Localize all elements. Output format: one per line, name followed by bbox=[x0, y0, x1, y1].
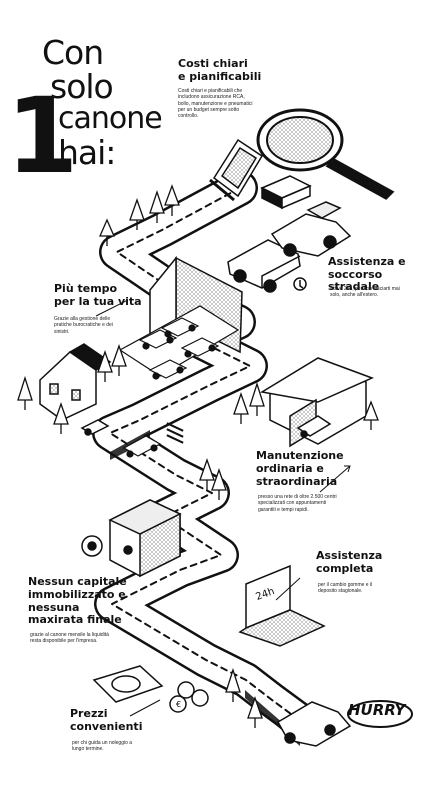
section-body: presso una rete di oltre 2.500 centri sp… bbox=[258, 494, 337, 513]
section-title-l1: Manutenzione bbox=[256, 449, 344, 462]
section-title-l1: Prezzi bbox=[70, 707, 108, 720]
brand-logo: HURRY bbox=[348, 701, 406, 719]
section-title-l2: convenienti bbox=[70, 720, 143, 733]
trees-garage bbox=[233, 381, 379, 430]
section-title-l1: Assistenza bbox=[316, 549, 383, 562]
section-title-l1: Nessun capitale bbox=[28, 575, 127, 588]
final-car bbox=[276, 701, 352, 747]
section-body: grazie al canone mensile la liquidità re… bbox=[30, 632, 109, 645]
section-title-l2: e pianificabili bbox=[178, 70, 262, 83]
house-icon bbox=[39, 343, 112, 436]
svg-text:€: € bbox=[176, 700, 181, 709]
garage-icon bbox=[259, 357, 374, 448]
brand-oval bbox=[347, 700, 413, 728]
hero-line-1: Con bbox=[42, 33, 104, 72]
section-title-l1: Più tempo bbox=[54, 282, 118, 295]
road-car-1 bbox=[122, 435, 162, 458]
section-title-l1: Assistenza e bbox=[328, 255, 406, 268]
parked-cars bbox=[118, 305, 240, 380]
section-title-l2: immobilizzato e bbox=[28, 588, 126, 601]
section-title-l1: Costi chiari bbox=[178, 57, 248, 70]
hero-line-4: hai: bbox=[58, 133, 116, 172]
section-body: per chi guida un noleggio a lungo termin… bbox=[72, 740, 133, 753]
tow-truck bbox=[227, 201, 352, 293]
section-body: Attivo 24h, per non lasciarti mai solo, … bbox=[330, 286, 400, 299]
trees-bottom bbox=[199, 458, 263, 728]
laptop-icon bbox=[238, 564, 326, 647]
section-title-l2: soccorso stradale bbox=[328, 268, 383, 293]
money-icon: € bbox=[92, 665, 209, 713]
safe-icon bbox=[81, 499, 182, 578]
section-body: Grazie alla gestione delle pratiche buro… bbox=[54, 316, 113, 335]
hero-line-2: solo bbox=[50, 67, 114, 106]
calendar-icon bbox=[209, 138, 264, 202]
trees-house bbox=[17, 344, 127, 434]
section-title-l2: completa bbox=[316, 562, 374, 575]
section-title-l2: ordinaria e bbox=[256, 462, 324, 475]
hero-number: 1 bbox=[6, 75, 79, 197]
crosswalk bbox=[166, 422, 184, 444]
trees-top bbox=[99, 184, 180, 246]
box-icon bbox=[260, 175, 312, 210]
section-title-l3: straordinaria bbox=[256, 475, 338, 488]
section-body: per il cambio gomme e il deposito stagio… bbox=[318, 582, 373, 595]
section-body: Costi chiari e pianificabili che includo… bbox=[178, 88, 253, 119]
section-title-l3: nessuna maxirata finale bbox=[28, 601, 122, 626]
section-title-l2: per la tua vita bbox=[54, 295, 142, 308]
hero-line-3: canone bbox=[58, 101, 163, 136]
magnifier-icon bbox=[256, 108, 395, 200]
